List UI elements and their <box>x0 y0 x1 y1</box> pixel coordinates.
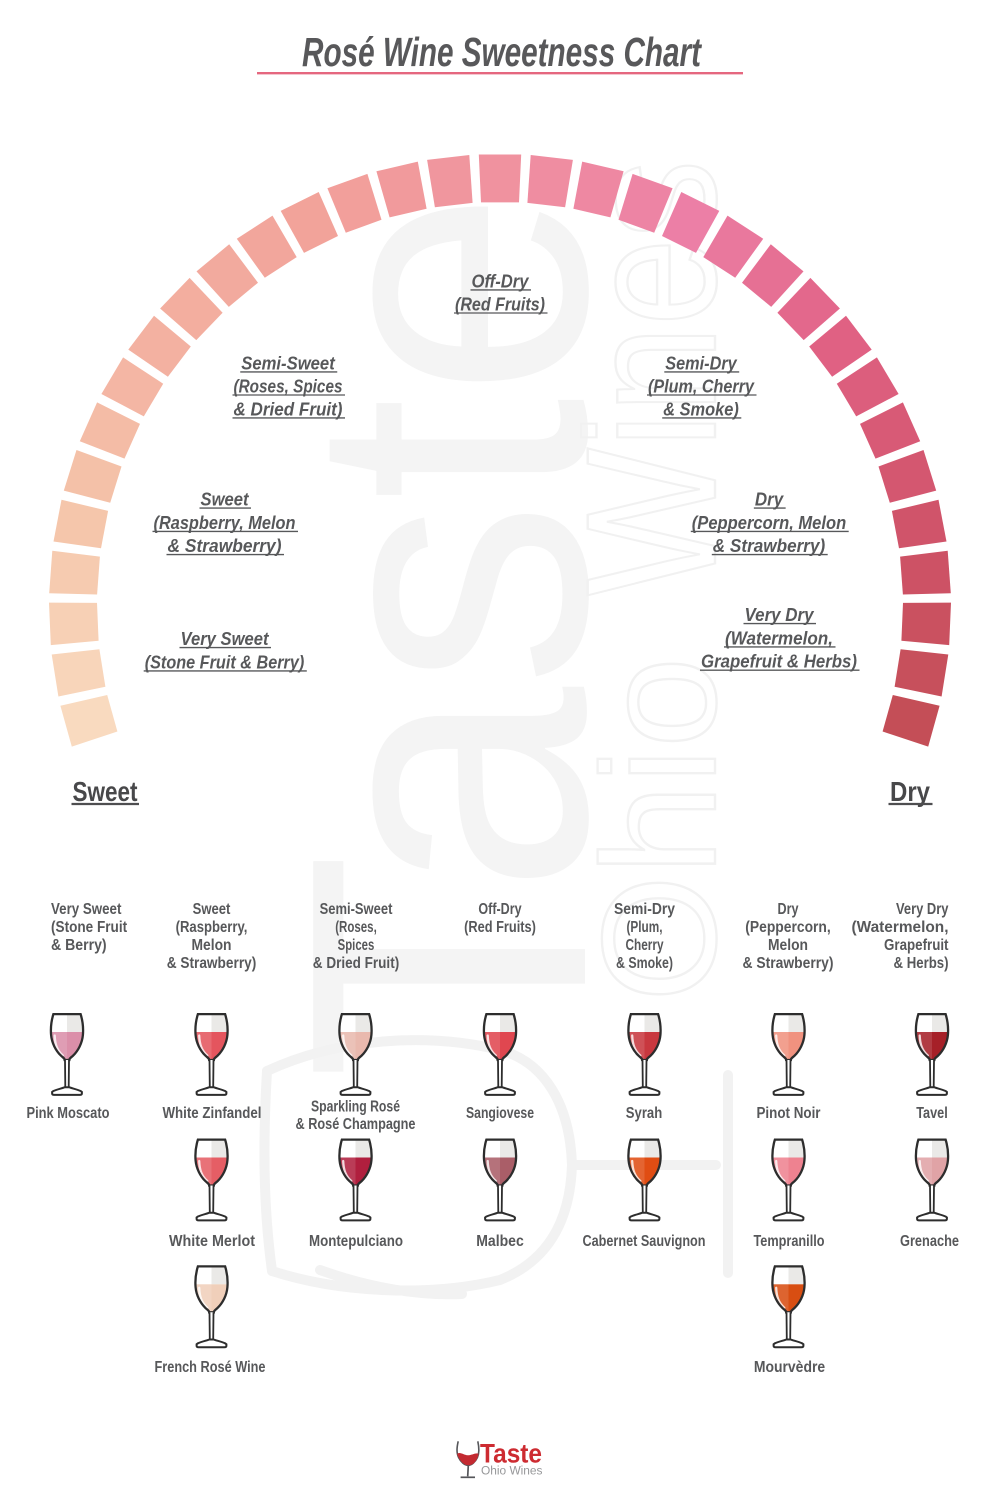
svg-text:Pinot Noir: Pinot Noir <box>757 1105 821 1122</box>
svg-text:& Strawberry): & Strawberry) <box>167 955 257 972</box>
svg-text:Dry: Dry <box>778 901 799 918</box>
svg-text:(Roses, Spices: (Roses, Spices <box>234 375 343 396</box>
svg-text:& Dried Fruit): & Dried Fruit) <box>234 398 343 419</box>
svg-text:Montepulciano: Montepulciano <box>309 1233 403 1250</box>
svg-text:Taste: Taste <box>227 190 669 1080</box>
svg-text:Very Dry: Very Dry <box>896 901 949 918</box>
svg-text:Dry: Dry <box>890 776 931 807</box>
svg-text:& Dried Fruit): & Dried Fruit) <box>313 955 399 972</box>
svg-text:& Smoke): & Smoke) <box>616 955 673 972</box>
svg-text:Sweet: Sweet <box>73 776 138 807</box>
svg-text:& Strawberry): & Strawberry) <box>743 955 834 972</box>
svg-text:Semi-Dry: Semi-Dry <box>614 901 675 918</box>
svg-text:(Roses,: (Roses, <box>335 919 377 936</box>
svg-text:& Strawberry): & Strawberry) <box>168 535 282 556</box>
svg-text:Cabernet Sauvignon: Cabernet Sauvignon <box>583 1233 706 1250</box>
svg-text:(Red Fruits): (Red Fruits) <box>455 293 545 314</box>
svg-text:Semi-Sweet: Semi-Sweet <box>320 901 393 918</box>
svg-text:Tavel: Tavel <box>916 1105 948 1122</box>
svg-text:Sweet: Sweet <box>193 901 231 918</box>
svg-text:& Herbs): & Herbs) <box>894 955 949 972</box>
svg-text:(Plum, Cherry: (Plum, Cherry <box>648 375 755 396</box>
svg-text:Very Sweet: Very Sweet <box>51 901 122 918</box>
svg-text:Rosé Wine Sweetness Chart: Rosé Wine Sweetness Chart <box>302 29 703 75</box>
svg-text:& Berry): & Berry) <box>51 937 107 954</box>
svg-text:(Peppercorn, Melon: (Peppercorn, Melon <box>692 512 846 533</box>
svg-text:(Watermelon,: (Watermelon, <box>725 627 833 648</box>
svg-text:(Plum,: (Plum, <box>627 919 663 936</box>
svg-text:& Rosé Champagne: & Rosé Champagne <box>296 1116 416 1133</box>
svg-text:Sangiovese: Sangiovese <box>466 1105 534 1122</box>
svg-text:& Smoke): & Smoke) <box>663 398 739 419</box>
svg-text:Sparkling Rosé: Sparkling Rosé <box>311 1099 400 1116</box>
svg-text:(Stone Fruit: (Stone Fruit <box>51 919 128 936</box>
svg-text:Melon: Melon <box>192 937 232 954</box>
svg-text:Ohio: Ohio <box>569 657 750 1002</box>
svg-text:Sweet: Sweet <box>201 489 250 510</box>
svg-text:Grapefruit: Grapefruit <box>884 937 949 954</box>
svg-text:Melon: Melon <box>768 937 808 954</box>
svg-text:Semi-Dry: Semi-Dry <box>665 352 738 373</box>
svg-text:(Peppercorn,: (Peppercorn, <box>745 919 831 936</box>
svg-text:Taste: Taste <box>480 1439 542 1469</box>
svg-text:Mourvèdre: Mourvèdre <box>754 1359 825 1376</box>
svg-text:Syrah: Syrah <box>626 1105 662 1122</box>
svg-text:Off-Dry: Off-Dry <box>478 901 521 918</box>
svg-text:Very Sweet: Very Sweet <box>181 628 270 649</box>
svg-text:(Raspberry, Melon: (Raspberry, Melon <box>154 512 296 533</box>
svg-text:Tempranillo: Tempranillo <box>754 1233 825 1250</box>
svg-text:White Zinfandel: White Zinfandel <box>163 1105 262 1122</box>
svg-text:Grapefruit & Herbs): Grapefruit & Herbs) <box>701 651 857 672</box>
svg-text:& Strawberry): & Strawberry) <box>713 535 825 556</box>
svg-text:Off-Dry: Off-Dry <box>472 270 531 291</box>
svg-text:(Red Fruits): (Red Fruits) <box>464 919 536 936</box>
svg-text:Malbec: Malbec <box>476 1233 524 1250</box>
svg-text:Dry: Dry <box>755 489 785 510</box>
svg-text:French Rosé Wine: French Rosé Wine <box>155 1359 266 1376</box>
svg-text:Cherry: Cherry <box>626 937 664 954</box>
svg-text:Spices: Spices <box>338 937 375 954</box>
svg-text:Semi-Sweet: Semi-Sweet <box>241 352 335 373</box>
svg-text:Very Dry: Very Dry <box>745 604 816 625</box>
svg-text:Grenache: Grenache <box>900 1233 959 1250</box>
svg-text:Pink Moscato: Pink Moscato <box>27 1105 110 1122</box>
svg-text:(Stone Fruit & Berry): (Stone Fruit & Berry) <box>145 651 305 672</box>
svg-text:White Merlot: White Merlot <box>169 1233 256 1250</box>
svg-text:(Raspberry,: (Raspberry, <box>176 919 248 936</box>
svg-text:(Watermelon,: (Watermelon, <box>852 919 949 936</box>
svg-text:Ohio Wines: Ohio Wines <box>481 1464 543 1478</box>
